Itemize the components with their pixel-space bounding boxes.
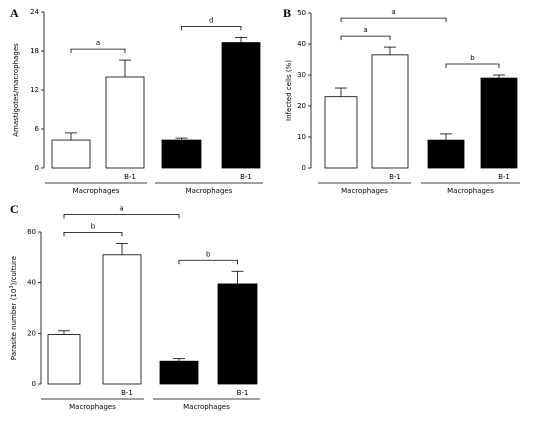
significance-bracket [70,48,126,54]
significance-label: a [96,39,100,47]
significance-bracket [181,25,242,31]
significance-label: b [206,250,211,258]
group-label: Macrophages [183,403,230,411]
y-tick-label: 40 [297,40,306,48]
y-tick-label: 0 [302,164,306,172]
x-tick-label: B-1 [389,173,401,181]
bar [371,54,409,169]
y-tick-label: 20 [27,329,36,337]
group-label: Macrophages [186,187,233,195]
significance-label: d [209,16,213,24]
y-axis-label-tail: )/culture [10,256,18,286]
bar [324,96,358,169]
y-tick-label: 18 [30,47,39,55]
bar [480,77,518,169]
y-tick-label: 6 [35,125,40,133]
group-label: Macrophages [69,403,116,411]
group-label: Macrophages [341,187,388,195]
significance-bracket [445,63,500,68]
significance-label: a [391,8,395,16]
significance-label: a [363,26,367,34]
y-tick-label: 24 [30,8,39,16]
bar [47,334,81,385]
x-tick-label: B-1 [237,389,249,397]
y-axis-label: Parasite number (103)/culture [9,256,19,360]
bar [105,76,145,169]
bar [102,254,142,385]
y-axis-label-sup: 3 [9,285,15,288]
significance-label: b [470,54,475,62]
y-tick-label: 30 [297,71,306,79]
x-tick-label: B-1 [240,173,252,181]
y-axis-label-text: Parasite number (10 [10,289,18,360]
y-tick-label: 40 [27,279,36,287]
significance-bracket [63,232,123,237]
panel-label: C [10,202,19,216]
y-axis-label: Amastigotes/macrophages [12,43,20,137]
significance-bracket [63,214,180,219]
group-label: Macrophages [73,187,120,195]
significance-bracket [340,35,391,41]
bar [159,360,199,385]
bar [161,139,202,169]
y-tick-label: 12 [30,86,39,94]
significance-bracket [178,259,238,265]
y-tick-label: 10 [297,133,306,141]
significance-label: a [119,204,123,212]
bar [51,139,91,169]
y-axis-label: Infected cells (%) [285,60,293,121]
panel-label: B [283,6,291,20]
significance-bracket [340,17,447,23]
y-tick-label: 50 [297,9,306,17]
x-tick-label: B-1 [121,389,133,397]
bar [221,42,261,169]
x-tick-label: B-1 [498,173,510,181]
y-tick-label: 60 [27,228,36,236]
y-tick-label: 0 [32,380,36,388]
panel-label: A [10,6,19,20]
significance-label: b [91,222,96,230]
bar [427,139,465,169]
x-tick-label: B-1 [124,173,136,181]
bar [217,283,258,385]
y-tick-label: 0 [35,164,39,172]
group-label: Macrophages [447,187,494,195]
y-tick-label: 20 [297,102,306,110]
